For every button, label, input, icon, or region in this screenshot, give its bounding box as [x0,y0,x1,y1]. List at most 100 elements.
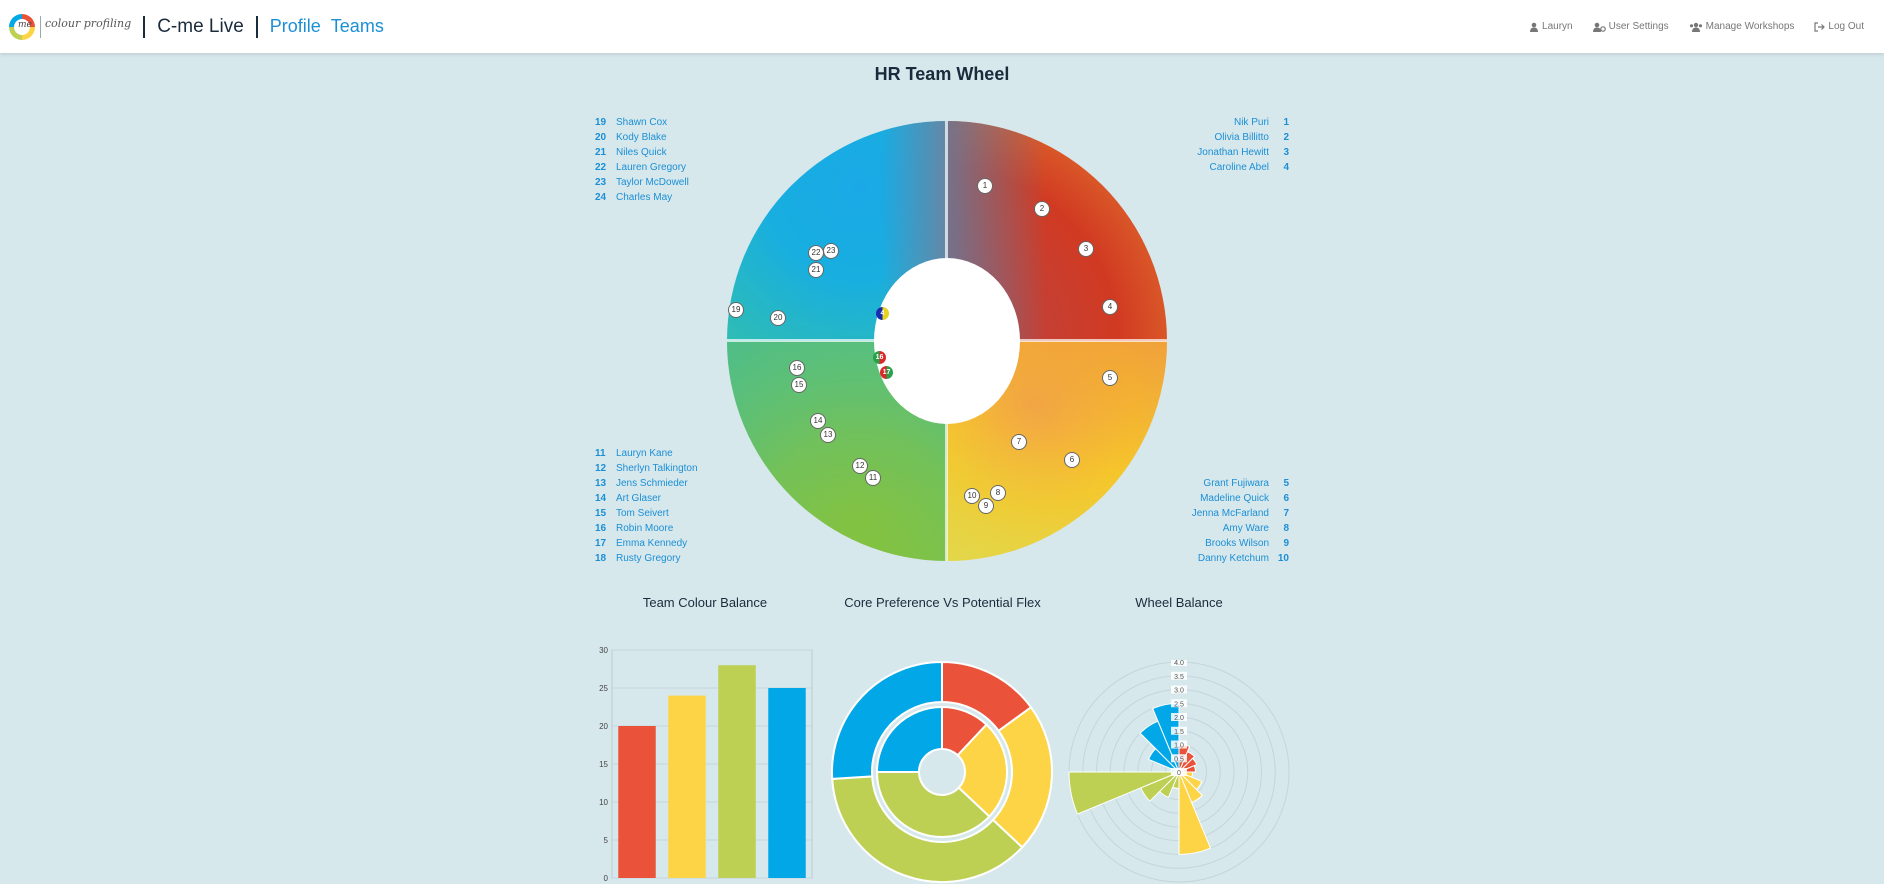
member-row[interactable]: 14 Art Glaser [595,491,698,506]
member-name[interactable]: Nik Puri [1233,117,1269,128]
member-row[interactable]: Madeline Quick 6 [1100,491,1289,506]
member-row[interactable]: Danny Ketchum 10 [1100,551,1289,566]
member-name[interactable]: Shawn Cox [616,117,668,128]
member-name[interactable]: Kody Blake [616,132,667,143]
y-tick-label: 15 [599,760,608,769]
member-row[interactable]: Caroline Abel 4 [1100,160,1289,175]
member-row[interactable]: 16 Robin Moore [595,521,698,536]
wheel-member-marker[interactable]: 2 [1034,201,1050,217]
wheel-member-marker[interactable]: 15 [791,377,807,393]
nav-link-profile[interactable]: Profile [269,16,321,36]
wheel-member-marker[interactable]: 3 [1078,241,1094,257]
member-number: 7 [1283,508,1289,519]
member-name[interactable]: Jonathan Hewitt [1197,147,1269,158]
member-name[interactable]: Tom Seivert [616,508,669,519]
wheel-member-marker[interactable]: 4 [1102,299,1118,315]
polar-tick-bg [1171,713,1187,721]
polar-tick-label: 2.0 [1174,715,1184,722]
member-row[interactable]: 23 Taylor McDowell [595,175,689,190]
member-number: 8 [1283,523,1289,534]
member-row[interactable]: 18 Rusty Gregory [595,551,698,566]
member-name[interactable]: Jens Schmieder [616,478,688,489]
page-title: HR Team Wheel [874,64,1010,84]
manage-workshops-link[interactable]: Manage Workshops [1689,21,1794,32]
wheel-member-marker[interactable]: 8 [990,485,1006,501]
member-number: 5 [1283,478,1289,489]
member-name[interactable]: Taylor McDowell [616,177,689,188]
member-name[interactable]: Robin Moore [616,523,674,534]
member-row[interactable]: Olivia Billitto 2 [1100,130,1289,145]
user-settings-icon [1592,22,1606,32]
member-row[interactable]: 22 Lauren Gregory [595,160,689,175]
wheel-member-marker[interactable]: 19 [728,302,744,318]
member-row[interactable]: 17 Emma Kennedy [595,536,698,551]
member-row[interactable]: Jonathan Hewitt 3 [1100,145,1289,160]
wheel-member-marker[interactable]: 22 [808,245,824,261]
member-name[interactable]: Grant Fujiwara [1203,478,1269,489]
member-name[interactable]: Emma Kennedy [616,538,688,549]
donut-slice [956,723,1008,818]
polar-segment [1178,771,1212,856]
member-row[interactable]: 11 Lauryn Kane [595,446,698,461]
member-name[interactable]: Art Glaser [616,493,662,504]
wheel-member-marker[interactable]: 9 [978,498,994,514]
wheel-center-marker[interactable]: 17 [880,366,893,379]
member-name[interactable]: Sherlyn Talkington [616,463,698,474]
wheel-member-marker[interactable]: 1 [977,178,993,194]
member-name[interactable]: Lauren Gregory [616,162,687,173]
member-name[interactable]: Charles May [616,192,673,203]
brand-small-text: me [18,19,32,30]
polar-tick-bg [1171,754,1187,763]
member-name[interactable]: Amy Ware [1222,523,1269,534]
member-row[interactable]: 24 Charles May [595,190,689,205]
brand[interactable]: me colour profiling [6,0,131,53]
member-name[interactable]: Niles Quick [616,147,667,158]
wheel-member-marker[interactable]: 12 [852,458,868,474]
user-name: Lauryn [1542,21,1573,32]
member-number: 23 [595,177,607,188]
polar-tick-label: 1.0 [1174,743,1184,750]
member-row[interactable]: 21 Niles Quick [595,145,689,160]
nav-separator [255,15,258,38]
member-row[interactable]: Jenna McFarland 7 [1100,506,1289,521]
wheel-member-marker[interactable]: 7 [1011,434,1027,450]
member-name[interactable]: Jenna McFarland [1191,508,1269,519]
wheel-member-marker[interactable]: 10 [964,488,980,504]
member-name[interactable]: Brooks Wilson [1205,538,1269,549]
member-row[interactable]: Brooks Wilson 9 [1100,536,1289,551]
wheel-member-marker[interactable]: 21 [808,262,824,278]
member-list-top-left: 19 Shawn Cox 20 Kody Blake 21 Niles Quick 22 La… [595,115,689,205]
member-name[interactable]: Lauryn Kane [616,448,673,459]
member-row[interactable]: 12 Sherlyn Talkington [595,461,698,476]
member-row[interactable]: Grant Fujiwara 5 [1100,476,1289,491]
member-name[interactable]: Olivia Billitto [1214,132,1269,143]
member-row[interactable]: 13 Jens Schmieder [595,476,698,491]
member-name[interactable]: Caroline Abel [1209,162,1269,173]
wheel-member-marker[interactable]: 20 [770,310,786,326]
member-row[interactable]: 15 Tom Seivert [595,506,698,521]
user-menu[interactable]: Lauryn [1529,21,1573,32]
user-settings-link[interactable]: User Settings [1592,21,1669,32]
wheel-member-marker[interactable]: 6 [1064,452,1080,468]
member-list-bottom-right: Grant Fujiwara 5 Madeline Quick 6 Jenna McFa… [1100,476,1289,566]
nav-link-teams[interactable]: Teams [330,16,384,36]
wheel-member-marker[interactable]: 16 [789,360,805,376]
wheel-member-marker[interactable]: 23 [823,243,839,259]
wheel-balance-title: Wheel Balance [1135,595,1223,610]
member-row[interactable]: Amy Ware 8 [1100,521,1289,536]
member-row[interactable]: 20 Kody Blake [595,130,689,145]
wheel-member-marker[interactable]: 11 [865,470,881,486]
app-title[interactable]: C-me Live [157,15,244,37]
wheel-center-marker[interactable]: 16 [873,351,886,364]
member-row[interactable]: 19 Shawn Cox [595,115,689,130]
wheel-center-marker[interactable]: 4 [876,307,889,320]
wheel-member-marker[interactable]: 14 [810,413,826,429]
member-name[interactable]: Rusty Gregory [616,553,681,564]
wheel-member-marker[interactable]: 5 [1102,370,1118,386]
wheel-member-marker[interactable]: 13 [820,427,836,443]
users-icon [1689,22,1702,32]
member-name[interactable]: Madeline Quick [1200,493,1269,504]
member-name[interactable]: Danny Ketchum [1197,553,1269,564]
logout-link[interactable]: Log Out [1814,21,1864,32]
member-row[interactable]: Nik Puri 1 [1100,115,1289,130]
